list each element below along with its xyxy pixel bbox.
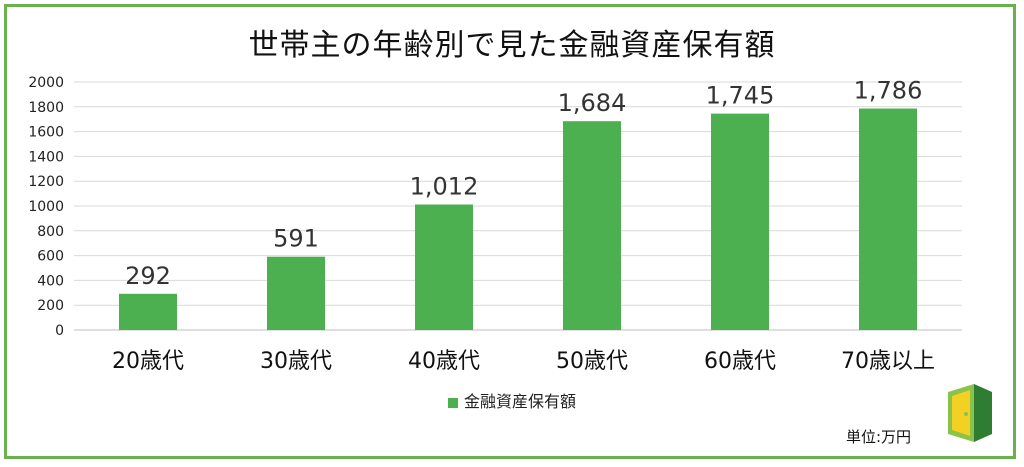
grid-lines — [74, 81, 962, 331]
bars — [119, 108, 917, 331]
x-axis-category-labels: 20歳代 30歳代 40歳代 50歳代 60歳代 70歳以上 — [112, 349, 935, 374]
y-tick-label: 1800 — [28, 100, 64, 116]
data-label: 1,684 — [558, 89, 627, 117]
data-label: 1,786 — [854, 77, 923, 105]
category-label: 50歳代 — [556, 349, 628, 374]
bar — [415, 204, 473, 330]
y-tick-label: 1600 — [28, 125, 64, 141]
bar — [267, 256, 325, 330]
y-tick-label: 800 — [37, 224, 64, 240]
chart-frame — [4, 4, 1016, 459]
bar — [563, 121, 621, 331]
bar — [711, 113, 769, 331]
bar — [859, 108, 917, 330]
data-labels: 292 591 1,012 1,684 1,745 1,786 — [125, 77, 922, 290]
y-tick-label: 200 — [37, 298, 64, 314]
data-label: 1,012 — [410, 173, 479, 201]
y-axis-tick-labels: 0 200 400 600 800 1000 1200 1400 1600 1800 2000 — [28, 75, 64, 339]
legend-swatch — [447, 397, 458, 408]
category-label: 20歳代 — [112, 349, 184, 374]
data-label: 292 — [125, 262, 171, 290]
data-label: 591 — [273, 225, 319, 253]
legend: 金融資産保有額 — [0, 388, 1024, 412]
category-label: 40歳代 — [408, 349, 480, 374]
data-label: 1,745 — [706, 82, 775, 110]
category-label: 70歳以上 — [841, 349, 935, 374]
door-logo-icon — [948, 384, 992, 442]
y-tick-label: 1000 — [28, 199, 64, 215]
chart-title: 世帯主の年齢別で見た金融資産保有額 — [248, 28, 776, 63]
y-tick-label: 2000 — [28, 75, 64, 91]
y-tick-label: 400 — [37, 273, 64, 289]
y-tick-label: 1400 — [28, 149, 64, 165]
category-label: 30歳代 — [260, 349, 332, 374]
y-tick-label: 600 — [37, 249, 64, 265]
category-label: 60歳代 — [704, 349, 776, 374]
legend-label: 金融資産保有額 — [463, 392, 576, 411]
y-tick-label: 1200 — [28, 174, 64, 190]
bar — [119, 293, 177, 330]
unit-note: 単位:万円 — [846, 428, 912, 446]
y-tick-label: 0 — [55, 323, 64, 339]
